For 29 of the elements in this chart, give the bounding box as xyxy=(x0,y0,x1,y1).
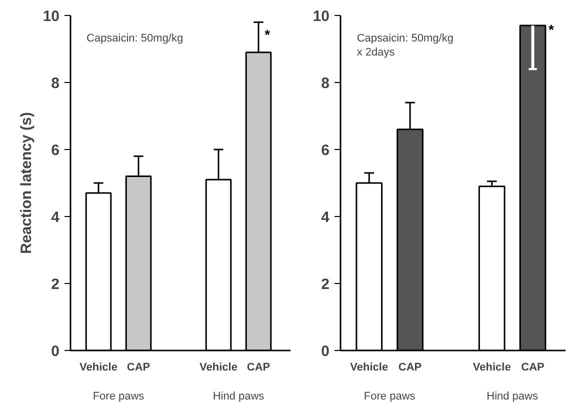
annotation: * xyxy=(264,26,271,42)
y-tick-label: 2 xyxy=(321,276,330,293)
x-tick-label: Vehicle xyxy=(200,362,238,374)
x-tick-label: CAP xyxy=(246,362,270,374)
x-tick-label: CAP xyxy=(521,362,544,374)
y-axis-title: Reaction latency (s) xyxy=(18,112,35,254)
y-tick-label: 0 xyxy=(321,343,330,360)
y-tick-label: 4 xyxy=(51,209,60,226)
text: Fore paws xyxy=(92,390,145,402)
text: Fore paws xyxy=(364,390,416,402)
x-tick-label: CAP xyxy=(398,362,422,374)
annotation: Capsaicin: 50mg/kg x 2days xyxy=(356,32,454,59)
y-tick-label: 0 xyxy=(51,343,60,360)
annotation: Capsaicin: 50mg/kg xyxy=(86,32,184,44)
y-tick-label: 2 xyxy=(51,276,60,293)
x-tick-label: CAP xyxy=(126,362,150,374)
y-tick-label: 8 xyxy=(321,75,330,92)
y-tick-label: 8 xyxy=(51,75,60,92)
annotation: * xyxy=(548,21,554,38)
text: Hind paws xyxy=(212,390,265,402)
y-tick-label: 6 xyxy=(51,142,60,159)
x-tick-label: Vehicle xyxy=(472,362,511,374)
y-tick-label: 10 xyxy=(42,8,60,25)
y-tick-label: 4 xyxy=(321,209,330,226)
x-tick-label: Vehicle xyxy=(350,362,388,374)
y-tick-label: 6 xyxy=(321,142,330,159)
y-tick-label: 10 xyxy=(312,8,330,25)
text: Hind paws xyxy=(486,390,538,402)
x-tick-label: Vehicle xyxy=(80,362,118,374)
